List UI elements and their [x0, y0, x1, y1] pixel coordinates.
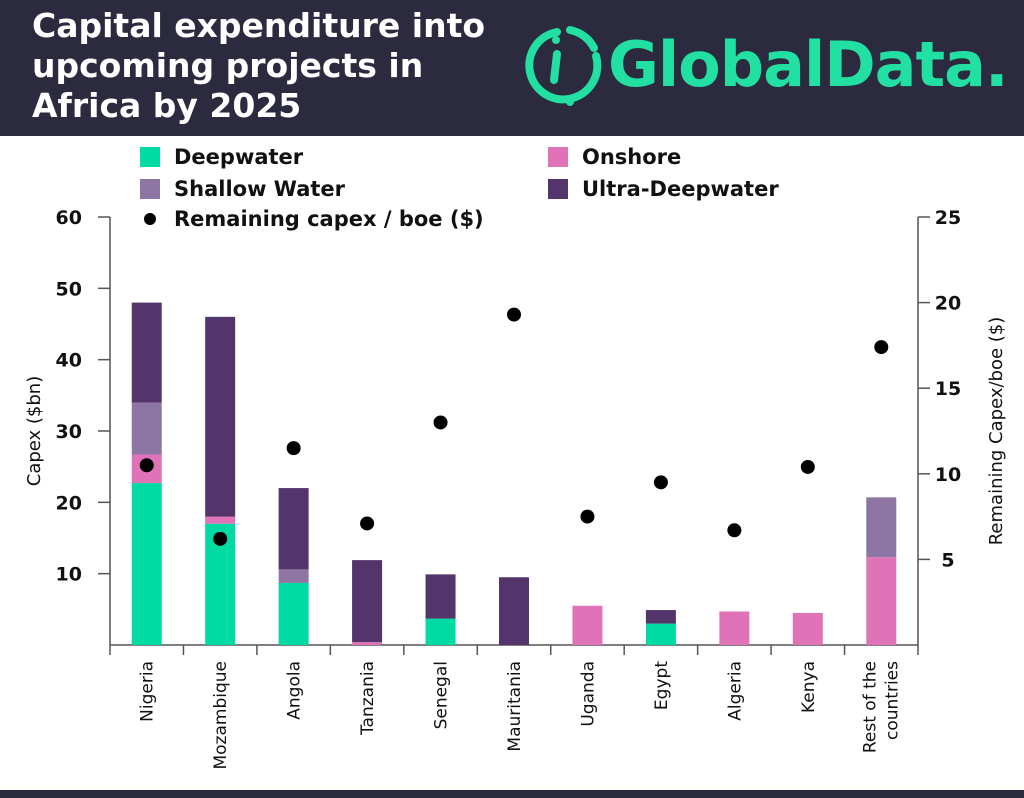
scatter-point: [800, 459, 815, 474]
legend-swatch-deepwater: [140, 147, 160, 167]
bar-segment-onshore: [719, 611, 750, 645]
legend-swatch-shallow-water: [140, 179, 160, 199]
legend-label: Deepwater: [174, 145, 304, 169]
header-banner: Capital expenditure into upcoming projec…: [0, 0, 1024, 136]
bar-segment-ultra-deepwater: [131, 302, 162, 403]
category-label: Kenya: [799, 661, 819, 713]
category-label: Angola: [285, 661, 305, 720]
bar-segment-deepwater: [278, 582, 309, 645]
scatter-points: [139, 307, 889, 546]
legend-label: Onshore: [582, 145, 681, 169]
bar-segment-ultra-deepwater: [205, 316, 236, 517]
y-tick-label: 20: [56, 492, 82, 514]
y-tick-label: 10: [56, 564, 82, 586]
bar-segment-onshore: [572, 605, 603, 645]
y-tick-label: 40: [56, 350, 82, 372]
chart-title: Capital expenditure into upcoming projec…: [32, 6, 486, 125]
footer-bar: [0, 790, 1024, 798]
y2-tick-label: 25: [935, 207, 961, 229]
bar-segment-onshore: [205, 516, 236, 524]
scatter-point: [286, 441, 301, 456]
scatter-point: [727, 523, 742, 538]
bar-segment-onshore: [352, 642, 383, 645]
category-label: Uganda: [578, 661, 598, 727]
legend-label: Ultra-Deepwater: [582, 177, 779, 201]
axes: 10 20 30 40 50 60 5 10 15 20 25: [56, 207, 961, 655]
category-label: Nigeria: [138, 661, 158, 722]
legend-marker-remaining-capex: [144, 213, 156, 225]
y2-tick-label: 15: [935, 378, 961, 400]
bar-segment-deepwater: [131, 483, 162, 645]
bar-segment-ultra-deepwater: [425, 574, 456, 619]
y-tick-label: 60: [56, 207, 82, 229]
category-label: Mauritania: [505, 661, 525, 752]
bar-segment-ultra-deepwater: [352, 560, 383, 643]
scatter-point: [213, 531, 228, 546]
globaldata-logo-icon: [525, 26, 602, 106]
scatter-point: [874, 340, 889, 355]
category-label: Egypt: [652, 661, 672, 710]
legend-swatch-ultra-deepwater: [548, 179, 568, 199]
scatter-point: [580, 509, 595, 524]
legend-label: Remaining capex / boe ($): [174, 207, 484, 231]
category-label: Senegal: [432, 661, 452, 729]
bar-segment-ultra-deepwater: [278, 488, 309, 570]
axis-labels: Nigeria Mozambique Angola Tanzania Senegal Ma…: [24, 317, 1007, 770]
bar-segment-onshore: [792, 612, 823, 645]
chart-area: Deepwater Onshore Shallow Water Ultra-Deepw…: [24, 145, 1007, 770]
bar-segment-shallow-water: [278, 569, 309, 583]
category-label: Tanzania: [358, 661, 378, 736]
bar-segment-deepwater: [425, 618, 456, 645]
scatter-point: [653, 475, 668, 490]
scatter-point: [433, 415, 448, 430]
scatter-point: [139, 458, 154, 473]
globaldata-logo: GlobalData.: [512, 14, 1012, 124]
bar-segment-shallow-water: [131, 402, 162, 455]
globaldata-logo-text: GlobalData.: [608, 28, 1009, 101]
category-label: Algeria: [725, 661, 745, 721]
legend-label: Shallow Water: [174, 177, 346, 201]
y-tick-label: 50: [56, 278, 82, 300]
category-label: Mozambique: [211, 661, 231, 770]
category-label: Rest of the countries: [860, 661, 902, 753]
bar-segment-deepwater: [645, 623, 676, 645]
y2-tick-label: 5: [941, 549, 954, 571]
scatter-point: [507, 307, 521, 322]
y2-tick-label: 20: [935, 293, 961, 315]
bars: [131, 302, 897, 645]
bar-segment-shallow-water: [866, 497, 897, 558]
legend: Deepwater Onshore Shallow Water Ultra-Deepw…: [140, 145, 779, 231]
y2-tick-label: 10: [935, 464, 961, 486]
legend-swatch-onshore: [548, 147, 568, 167]
y2-axis-title: Remaining Capex/boe ($): [986, 317, 1007, 546]
scatter-point: [360, 516, 375, 531]
bar-segment-ultra-deepwater: [645, 610, 676, 624]
y-tick-label: 30: [56, 421, 82, 443]
bar-segment-onshore: [866, 557, 897, 645]
bar-segment-ultra-deepwater: [499, 577, 529, 645]
y-axis-title: Capex ($bn): [24, 376, 45, 487]
